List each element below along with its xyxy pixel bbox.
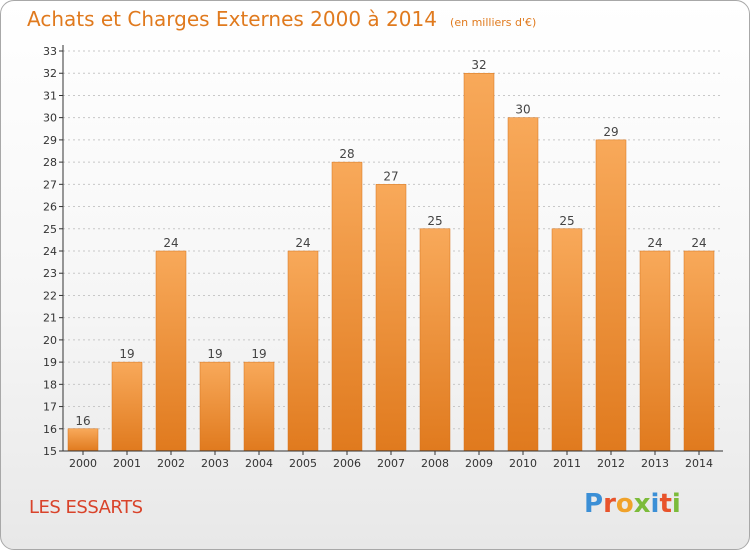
x-tick-label: 2004 <box>245 457 273 470</box>
x-tick-label: 2007 <box>377 457 405 470</box>
x-tick-label: 2010 <box>509 457 537 470</box>
y-tick-label: 24 <box>43 245 57 258</box>
logo-letter: r <box>603 489 616 519</box>
commune-name: LES ESSARTS <box>29 497 143 518</box>
y-tick-label: 30 <box>43 112 57 125</box>
bar-value-label: 19 <box>251 347 266 361</box>
bar-2005 <box>287 250 319 452</box>
bar-2009 <box>463 72 495 452</box>
x-tick-label: 2001 <box>113 457 141 470</box>
y-tick-label: 16 <box>43 423 57 436</box>
axes <box>59 45 723 455</box>
y-tick-label: 26 <box>43 201 57 214</box>
bar-2002 <box>155 250 187 452</box>
logo-letter: P <box>584 489 604 519</box>
bar-2011 <box>551 228 583 452</box>
bar-2013 <box>639 250 671 452</box>
bar-2004 <box>243 361 275 452</box>
bar-2006 <box>331 161 363 452</box>
labels: 15 16 17 18 19 20 21 22 23 24 25 26 27 28 29 30 31 32 33 16… <box>43 45 713 470</box>
bar-2000 <box>67 428 99 452</box>
logo-letter: t <box>659 489 672 519</box>
bar-value-label: 29 <box>603 125 618 139</box>
bar-value-label: 24 <box>647 236 662 250</box>
bar-2007 <box>375 184 407 452</box>
bar-2001 <box>111 361 143 452</box>
y-tick-label: 22 <box>43 289 57 302</box>
x-tick-label: 2013 <box>641 457 669 470</box>
bars <box>67 72 715 452</box>
x-tick-label: 2009 <box>465 457 493 470</box>
logo-letter: i <box>671 489 681 519</box>
bar-value-label: 16 <box>75 414 90 428</box>
x-tick-label: 2002 <box>157 457 185 470</box>
bar-value-label: 25 <box>427 214 442 228</box>
y-tick-label: 29 <box>43 134 57 147</box>
y-tick-label: 17 <box>43 401 57 414</box>
bar-2014 <box>683 250 715 452</box>
bar-value-label: 30 <box>515 103 530 117</box>
y-tick-label: 18 <box>43 378 57 391</box>
y-tick-label: 20 <box>43 334 57 347</box>
y-tick-label: 25 <box>43 223 57 236</box>
bar-value-label: 19 <box>207 347 222 361</box>
x-tick-label: 2011 <box>553 457 581 470</box>
x-tick-label: 2000 <box>69 457 97 470</box>
y-tick-label: 32 <box>43 67 57 80</box>
bar-2012 <box>595 139 627 452</box>
chart-subtitle: (en milliers d'€) <box>450 16 537 29</box>
logo-letter: i <box>650 489 660 519</box>
chart-header: Achats et Charges Externes 2000 à 2014 (… <box>27 7 536 31</box>
x-tick-label: 2014 <box>685 457 713 470</box>
x-tick-label: 2006 <box>333 457 361 470</box>
x-tick-label: 2005 <box>289 457 317 470</box>
logo-letter: x <box>633 489 651 519</box>
bar-value-label: 28 <box>339 147 354 161</box>
bar-value-label: 32 <box>471 58 486 72</box>
y-tick-label: 15 <box>43 445 57 458</box>
bar-value-label: 25 <box>559 214 574 228</box>
y-tick-label: 33 <box>43 45 57 58</box>
x-tick-label: 2003 <box>201 457 229 470</box>
x-tick-label: 2008 <box>421 457 449 470</box>
bar-value-label: 19 <box>119 347 134 361</box>
bar-value-label: 24 <box>163 236 178 250</box>
bar-2010 <box>507 117 539 452</box>
y-tick-label: 19 <box>43 356 57 369</box>
bar-value-label: 24 <box>295 236 310 250</box>
logo-letter: o <box>615 489 634 519</box>
y-tick-label: 23 <box>43 267 57 280</box>
proxiti-logo: Proxiti <box>584 489 681 519</box>
y-tick-label: 27 <box>43 178 57 191</box>
x-tick-label: 2012 <box>597 457 625 470</box>
y-tick-label: 28 <box>43 156 57 169</box>
chart-title: Achats et Charges Externes 2000 à 2014 <box>27 7 437 31</box>
bar-2003 <box>199 361 231 452</box>
bar-value-label: 24 <box>691 236 706 250</box>
bar-2008 <box>419 228 451 452</box>
y-tick-label: 21 <box>43 312 57 325</box>
bar-value-label: 27 <box>383 169 398 183</box>
y-tick-label: 31 <box>43 89 57 102</box>
